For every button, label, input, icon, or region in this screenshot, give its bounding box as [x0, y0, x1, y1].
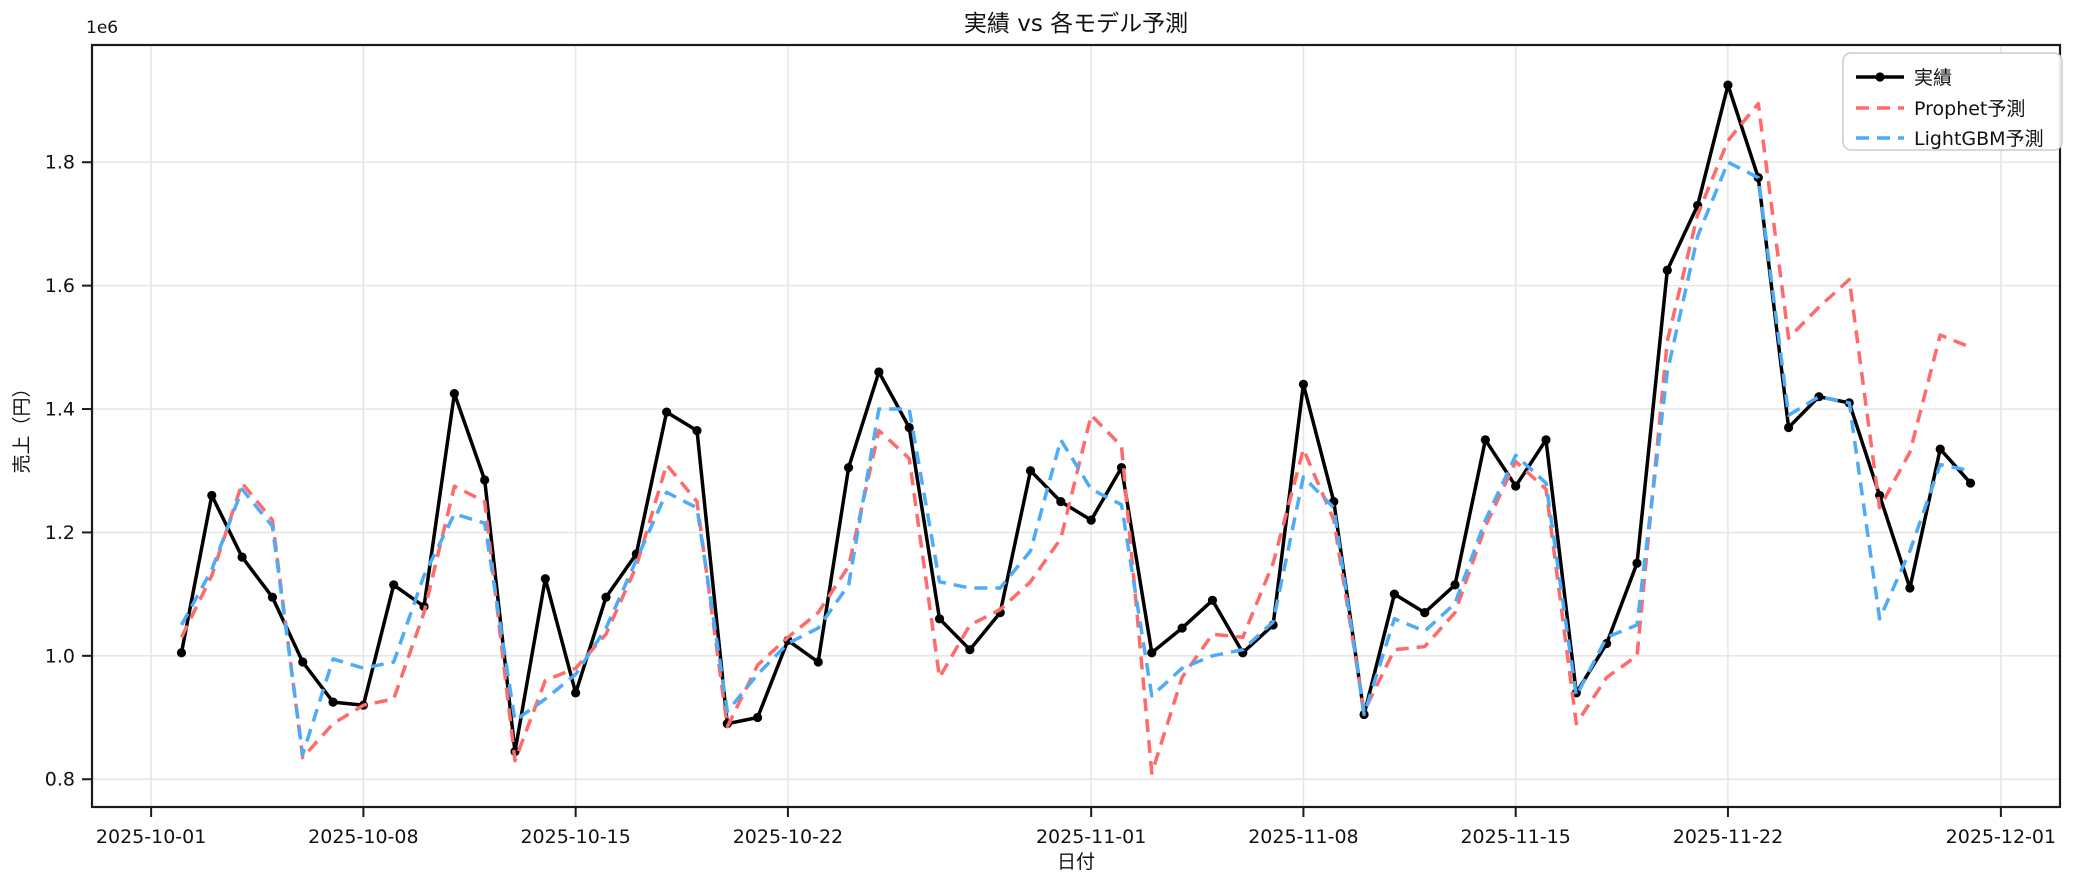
svg-text:0.8: 0.8	[45, 769, 75, 791]
svg-text:1.2: 1.2	[45, 522, 75, 544]
legend-marker-actual	[1875, 72, 1885, 82]
y-axis-label: 売上（円）	[11, 378, 33, 473]
y-tick-labels: 0.8 1.0 1.2 1.4 1.6 1.8	[45, 152, 75, 791]
series-actual-line	[179, 83, 1972, 754]
tick-marks	[82, 161, 2002, 817]
svg-text:2025-11-15: 2025-11-15	[1460, 826, 1570, 848]
svg-text:2025-10-08: 2025-10-08	[308, 826, 418, 848]
svg-text:2025-12-01: 2025-12-01	[1946, 826, 2056, 848]
y-axis-offset-label: 1e6	[86, 18, 118, 38]
svg-text:2025-10-22: 2025-10-22	[733, 826, 843, 848]
chart-title: 実績 vs 各モデル予測	[964, 11, 1188, 37]
svg-text:1.4: 1.4	[45, 399, 75, 421]
series-lightgbm-line	[179, 160, 1971, 757]
x-tick-labels: 2025-10-01 2025-10-08 2025-10-15 2025-10-22…	[96, 826, 2056, 848]
legend-label: 実績	[1914, 67, 1952, 89]
gridlines	[92, 45, 2060, 807]
series-prophet-line	[179, 101, 1972, 775]
legend: 実績 Prophet予測 LightGBM予測	[1842, 52, 2063, 151]
svg-text:2025-11-08: 2025-11-08	[1248, 826, 1358, 848]
svg-text:1.8: 1.8	[45, 152, 75, 174]
x-axis-label: 日付	[1057, 851, 1095, 873]
svg-text:2025-11-22: 2025-11-22	[1673, 826, 1783, 848]
svg-text:2025-10-01: 2025-10-01	[96, 826, 206, 848]
plot-area-border	[90, 43, 2062, 809]
svg-text:2025-10-15: 2025-10-15	[520, 826, 630, 848]
svg-text:1.0: 1.0	[45, 645, 75, 667]
legend-label: LightGBM予測	[1914, 128, 2044, 150]
legend-label: Prophet予測	[1914, 98, 2025, 120]
svg-text:1.6: 1.6	[45, 275, 75, 297]
svg-text:2025-11-01: 2025-11-01	[1036, 826, 1146, 848]
